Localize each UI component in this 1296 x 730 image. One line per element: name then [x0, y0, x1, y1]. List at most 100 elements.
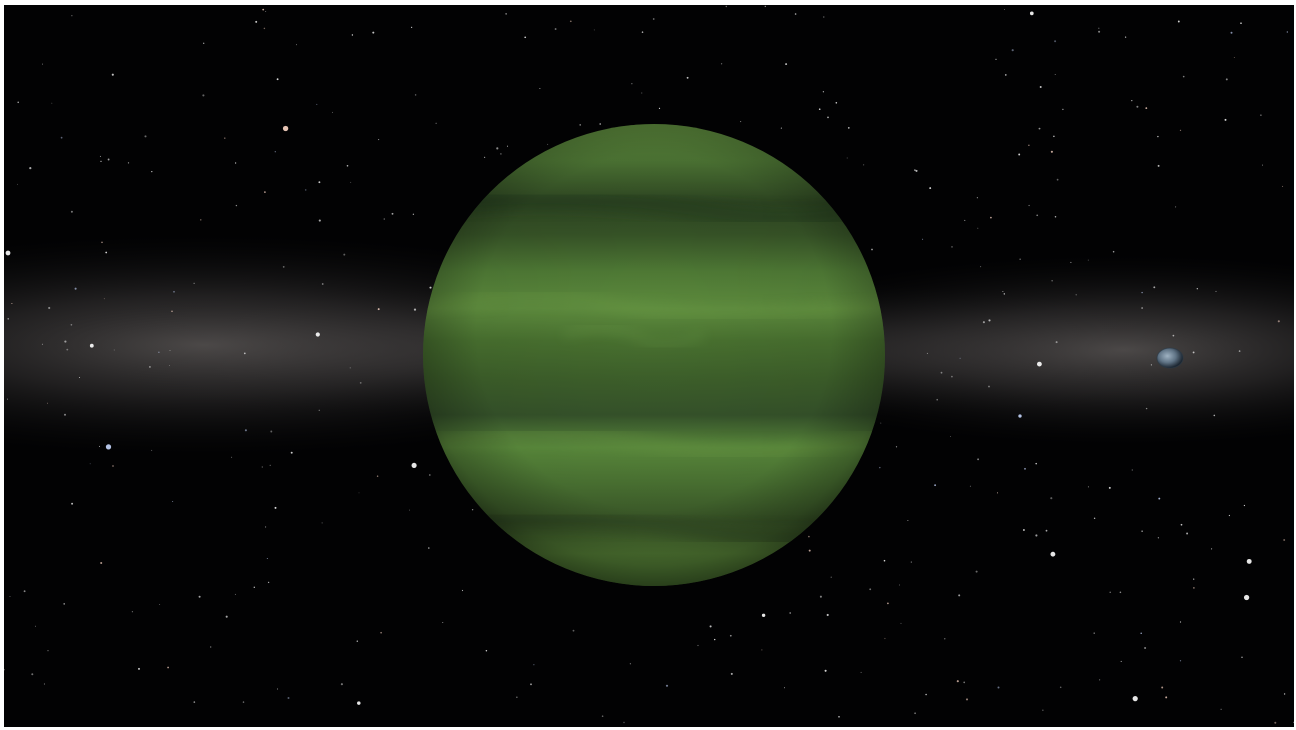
star: [70, 210, 73, 213]
star: [990, 216, 992, 219]
star: [895, 446, 898, 448]
star: [846, 157, 848, 159]
star: [1141, 307, 1143, 309]
star: [1098, 27, 1100, 29]
star: [372, 31, 375, 34]
star: [1177, 20, 1180, 23]
star: [243, 352, 246, 355]
star: [907, 520, 909, 522]
star: [377, 308, 380, 311]
star: [111, 73, 114, 76]
green-gas-giant-planet[interactable]: [423, 124, 885, 586]
star: [1157, 135, 1159, 138]
space-viewport[interactable]: [4, 5, 1294, 727]
star: [47, 650, 49, 652]
star: [242, 701, 245, 703]
star: [1035, 534, 1038, 537]
star: [5, 250, 11, 256]
star: [1035, 462, 1037, 465]
small-moon[interactable]: [1156, 347, 1184, 369]
space-scene[interactable]: [4, 5, 1294, 727]
star: [41, 63, 43, 65]
star: [296, 44, 297, 46]
star: [100, 160, 102, 162]
star: [1070, 261, 1072, 263]
star: [409, 509, 410, 511]
star: [1051, 280, 1053, 282]
star: [17, 101, 19, 104]
star: [951, 375, 953, 378]
star: [1145, 107, 1148, 109]
star: [1158, 497, 1161, 500]
star: [264, 191, 266, 193]
star: [988, 385, 990, 388]
star: [1050, 150, 1053, 153]
star: [89, 343, 94, 348]
star: [1132, 695, 1138, 702]
star: [884, 637, 886, 640]
star: [359, 382, 362, 384]
star: [41, 343, 43, 345]
star: [391, 212, 394, 215]
star: [78, 376, 81, 379]
star: [100, 561, 103, 565]
star: [1243, 504, 1246, 507]
star: [929, 187, 932, 190]
star: [261, 466, 263, 468]
star: [413, 308, 417, 311]
star: [1180, 523, 1183, 526]
star: [151, 170, 153, 173]
star: [318, 181, 321, 184]
star: [267, 581, 270, 584]
star: [1243, 594, 1250, 601]
star: [686, 76, 689, 79]
star: [982, 321, 985, 324]
star: [1002, 291, 1004, 292]
star: [158, 351, 160, 353]
star: [265, 526, 267, 528]
star: [428, 474, 431, 476]
star: [1003, 293, 1005, 295]
star: [99, 445, 100, 447]
star: [1141, 530, 1143, 532]
star: [1028, 144, 1030, 146]
star: [29, 167, 32, 170]
star: [761, 649, 763, 651]
star: [7, 398, 8, 400]
star: [1192, 351, 1195, 354]
star: [1293, 721, 1294, 724]
star: [231, 456, 233, 458]
star: [1038, 127, 1041, 130]
star: [105, 444, 112, 450]
star: [60, 136, 63, 139]
star: [863, 164, 865, 166]
star: [822, 91, 825, 93]
star: [1093, 632, 1095, 634]
star: [826, 613, 829, 617]
star: [951, 246, 953, 248]
star: [269, 464, 271, 466]
star: [1011, 49, 1014, 52]
star: [764, 5, 766, 8]
star: [830, 576, 832, 578]
star: [835, 102, 838, 104]
star: [287, 696, 290, 700]
star: [1022, 529, 1025, 531]
star: [48, 306, 51, 310]
star: [780, 127, 782, 129]
star: [1087, 486, 1089, 488]
star: [823, 16, 825, 18]
star: [167, 666, 170, 669]
star: [725, 5, 728, 8]
star: [554, 28, 557, 30]
star: [827, 116, 829, 119]
star: [262, 8, 265, 11]
star: [321, 283, 324, 285]
star: [159, 603, 161, 606]
star: [346, 165, 349, 167]
star: [234, 593, 236, 595]
star: [697, 644, 699, 647]
star: [1233, 56, 1235, 58]
star: [1215, 290, 1217, 292]
star: [1055, 341, 1058, 344]
